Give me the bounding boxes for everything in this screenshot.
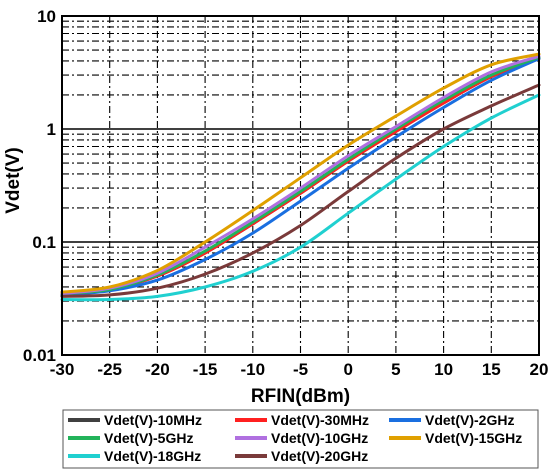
x-tick-label: 0 — [343, 360, 352, 379]
series-line-5 — [60, 54, 541, 295]
y-axis-title: Vdet(V) — [3, 147, 24, 214]
legend: Vdet(V)-10MHz Vdet(V)-30MHz Vdet(V)-2GHz Vd… — [62, 409, 539, 469]
legend-label: Vdet(V)-10GHz — [271, 430, 368, 446]
series-line-8 — [60, 83, 541, 298]
y-tick-label: 1 — [47, 120, 56, 139]
legend-box — [62, 409, 539, 469]
legend-label: Vdet(V)-5GHz — [104, 430, 193, 446]
x-tick-label: -10 — [241, 360, 266, 379]
legend-label: Vdet(V)-15GHz — [425, 430, 522, 446]
plot-frame — [61, 15, 540, 356]
legend-label: Vdet(V)-18GHz — [104, 448, 201, 464]
x-axis-title: RFIN(dBm) — [251, 386, 350, 407]
series-line-6 — [60, 52, 541, 294]
x-tick-label: -25 — [97, 360, 122, 379]
x-tick-label: -20 — [145, 360, 170, 379]
y-axis-ticks: 0.01 0.1 1 10 — [23, 7, 56, 365]
series-line-3 — [60, 57, 541, 297]
y-tick-label: 10 — [37, 7, 56, 26]
x-tick-label: 15 — [482, 360, 501, 379]
series-line-7 — [60, 93, 541, 302]
x-tick-label: -30 — [50, 360, 75, 379]
x-tick-label: -5 — [293, 360, 308, 379]
x-tick-label: -15 — [193, 360, 218, 379]
legend-label: Vdet(V)-2GHz — [425, 412, 514, 428]
x-tick-label: 10 — [434, 360, 453, 379]
x-tick-label: 5 — [391, 360, 400, 379]
legend-label: Vdet(V)-30MHz — [271, 412, 369, 428]
series-group — [60, 52, 541, 302]
legend-label: Vdet(V)-10MHz — [104, 412, 202, 428]
x-axis-ticks: -30 -25 -20 -15 -10 -5 0 5 10 15 20 — [50, 360, 549, 379]
y-tick-label: 0.1 — [32, 233, 56, 252]
y-tick-label: 0.01 — [23, 346, 56, 365]
legend-label: Vdet(V)-20GHz — [271, 448, 368, 464]
x-tick-label: 20 — [530, 360, 549, 379]
